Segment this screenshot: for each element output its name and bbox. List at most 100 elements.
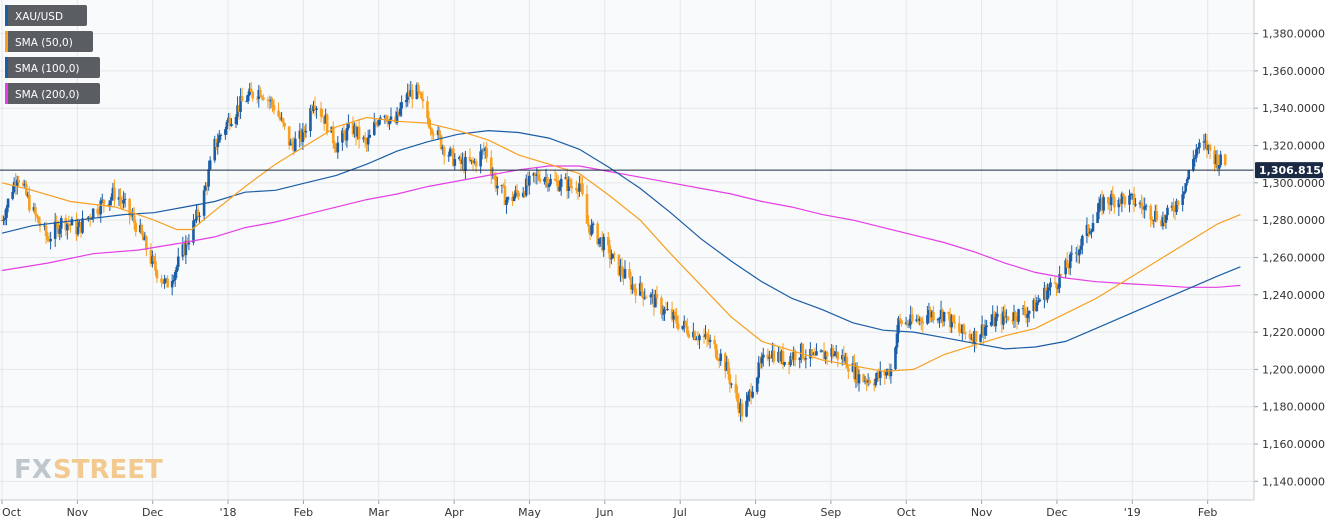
- legend-swatch: [5, 31, 8, 52]
- candle-body: [1070, 253, 1074, 255]
- candle-body: [1102, 197, 1105, 211]
- candle-body: [622, 274, 625, 279]
- candle-body: [600, 237, 604, 251]
- candle-body: [432, 134, 435, 136]
- candle-body: [224, 129, 227, 135]
- sma200-line: [1, 165, 1241, 288]
- candle-body: [544, 177, 548, 179]
- candle-body: [836, 351, 840, 360]
- candle-body: [257, 89, 261, 99]
- candle-body: [812, 353, 815, 355]
- candle-body: [333, 143, 337, 149]
- candle-body: [790, 356, 794, 360]
- candle-body: [91, 208, 95, 219]
- candle-body: [230, 124, 233, 126]
- candle-body: [676, 323, 680, 329]
- candle-body: [673, 311, 677, 316]
- candle-body: [239, 96, 242, 112]
- candle-body: [64, 218, 68, 231]
- candle-body: [1176, 200, 1180, 205]
- candle-body: [1131, 193, 1134, 195]
- candle-body: [129, 215, 133, 217]
- candle-body: [517, 192, 520, 197]
- candle-body: [608, 245, 612, 259]
- candle-body: [366, 137, 370, 145]
- candle-body: [521, 192, 525, 197]
- candle-body: [43, 225, 46, 227]
- candle-body: [319, 108, 323, 117]
- candle-body: [620, 265, 624, 275]
- candle-body: [394, 116, 397, 123]
- candle-body: [825, 352, 829, 357]
- candle-body: [172, 280, 176, 282]
- candle-body: [429, 127, 432, 130]
- candle-body: [1056, 287, 1060, 289]
- candle-body: [543, 178, 546, 182]
- legend-item-bg: [5, 83, 100, 104]
- candle-body: [599, 237, 602, 239]
- candle-body: [1091, 223, 1095, 232]
- candle-body: [857, 374, 861, 384]
- candle-body: [555, 180, 558, 182]
- x-tick-label: '18: [220, 506, 237, 519]
- candle-body: [283, 123, 286, 127]
- candle-body: [447, 155, 451, 157]
- candle-body: [591, 223, 595, 225]
- candle-body: [132, 215, 136, 223]
- candle-body: [634, 288, 637, 296]
- candle-body: [280, 118, 283, 120]
- candle-body: [184, 240, 188, 256]
- candle-body: [1109, 194, 1113, 206]
- candle-body: [971, 338, 975, 344]
- legend-label: XAU/USD: [15, 11, 63, 23]
- candle-body: [1017, 309, 1020, 322]
- x-tick-label: Dec: [142, 506, 163, 519]
- candle-body: [300, 130, 303, 142]
- candle-body: [303, 129, 306, 133]
- x-tick-label: Jul: [673, 506, 687, 519]
- candle-body: [138, 224, 142, 233]
- candle-body: [631, 284, 634, 290]
- candle-body: [1096, 212, 1099, 224]
- candle-body: [921, 321, 925, 324]
- x-tick-label: Nov: [971, 506, 993, 519]
- candle-body: [868, 380, 871, 384]
- candle-body: [213, 139, 217, 161]
- candle-body: [783, 361, 786, 365]
- candle-body: [53, 221, 57, 239]
- candle-body: [1155, 211, 1159, 221]
- candle-body: [1141, 206, 1145, 210]
- candle-body: [289, 141, 293, 146]
- candle-body: [942, 311, 946, 322]
- candle-body: [1182, 191, 1186, 195]
- x-tick-label: Mar: [368, 506, 389, 519]
- candle-body: [278, 116, 282, 120]
- candle-body: [195, 209, 198, 221]
- candle-body: [1172, 205, 1175, 211]
- candle-body: [538, 178, 542, 182]
- candle-body: [1011, 320, 1014, 322]
- candle-body: [386, 120, 390, 125]
- candle-body: [122, 199, 125, 204]
- candle-body: [844, 356, 847, 362]
- last-price-label: 1,306.81500: [1259, 164, 1326, 177]
- candle-body: [801, 343, 805, 358]
- candle-body: [1097, 202, 1101, 213]
- candle-body: [853, 363, 856, 380]
- candle-body: [313, 105, 317, 110]
- candle-body: [1128, 195, 1131, 205]
- candle-body: [470, 159, 473, 162]
- candle-body: [11, 191, 14, 199]
- candle-body: [947, 311, 950, 314]
- candle-body: [932, 311, 935, 321]
- candle-body: [532, 173, 536, 176]
- candle-body: [974, 331, 978, 342]
- x-tick-label: Aug: [745, 506, 766, 519]
- candle-body: [28, 195, 31, 211]
- candle-body: [655, 294, 659, 298]
- candle-body: [1043, 287, 1046, 300]
- candle-body: [804, 358, 808, 360]
- candle-body: [1134, 204, 1137, 206]
- candle-body: [6, 198, 10, 208]
